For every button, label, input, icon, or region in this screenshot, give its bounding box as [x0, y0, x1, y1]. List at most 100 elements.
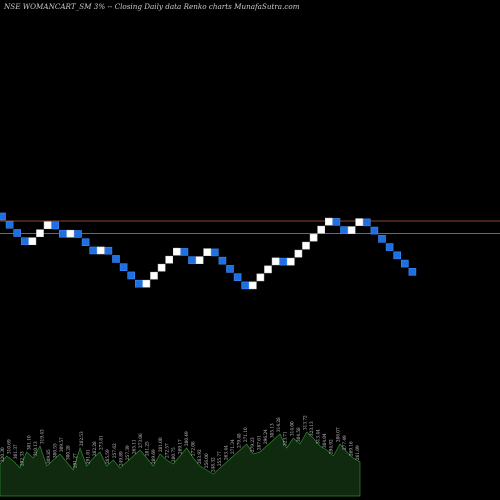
brick-down	[89, 246, 97, 255]
volume-label: 279.48	[237, 433, 242, 448]
volume-label: 265.11	[131, 439, 136, 454]
brick-up	[302, 241, 310, 250]
volume-label: 286.07	[335, 427, 340, 442]
volume-label: 273.81	[99, 435, 104, 450]
brick-down	[20, 237, 29, 246]
brick-up	[355, 218, 364, 226]
brick-down	[233, 273, 242, 281]
renko-bricks	[0, 212, 417, 290]
brick-down	[180, 248, 189, 256]
brick-down	[104, 246, 113, 255]
brick-down	[279, 257, 288, 266]
volume-label: 309.85	[46, 449, 51, 464]
brick-down	[340, 226, 348, 234]
volume-label: 313.44	[316, 429, 321, 444]
volume-label: 304.04	[322, 433, 327, 448]
brick-up	[294, 249, 303, 258]
brick-up	[28, 237, 37, 246]
brick-down	[393, 251, 402, 260]
volume-label: 257.39	[125, 445, 130, 460]
brick-down	[112, 255, 120, 263]
brick-up	[142, 279, 151, 288]
volume-label: 294.92	[329, 439, 334, 454]
brick-down	[127, 271, 135, 280]
volume-label: 291.01	[85, 449, 90, 464]
brick-up	[324, 217, 333, 226]
brick-down	[81, 238, 90, 247]
volume-label: 301.10	[26, 435, 31, 450]
volume-label: 280.49	[184, 431, 189, 446]
brick-up	[173, 247, 181, 256]
brick-up	[203, 248, 211, 256]
volume-label: 280.75	[171, 447, 176, 462]
brick-down	[0, 212, 6, 221]
volume-label: 287.61	[256, 435, 261, 450]
volume-label: 248.32	[210, 457, 215, 472]
volume-label: 289.69	[151, 449, 156, 464]
volume-label: 289.17	[178, 439, 183, 454]
volume-label: 300.55	[53, 443, 58, 458]
brick-down	[218, 256, 227, 265]
brick-up	[264, 265, 272, 274]
brick-up	[286, 257, 295, 266]
brick-down	[226, 265, 234, 273]
volume-label: 255.77	[217, 451, 222, 466]
volume-label: 263.44	[224, 445, 229, 460]
volume-label: 272.57	[164, 443, 169, 458]
volume-label: 320.30	[0, 447, 5, 462]
brick-up	[271, 257, 280, 266]
volume-label: 271.10	[243, 427, 248, 442]
volume-label: 304.58	[296, 427, 301, 442]
volume-label: 301.37	[13, 444, 18, 459]
brick-down	[119, 263, 128, 271]
volume-label: 256.00	[204, 453, 209, 468]
chart-title: NSE WOMANCART_SM 3% -- Closing Daily dat…	[3, 2, 300, 11]
volume-label: 310.13	[33, 441, 38, 456]
volume-label: 313.72	[302, 415, 307, 430]
brick-up	[43, 221, 52, 230]
volume-label: 300.28	[66, 445, 71, 460]
volume-label: 279.23	[250, 437, 255, 452]
brick-down	[378, 235, 386, 243]
volume-label: 269.16	[348, 441, 353, 456]
brick-up	[165, 255, 173, 264]
volume-label: 271.34	[230, 439, 235, 454]
brick-up	[195, 256, 204, 264]
brick-up	[157, 263, 166, 272]
volume-label: 309.57	[59, 437, 64, 452]
volume-label: 314.28	[276, 417, 281, 432]
brick-down	[58, 229, 67, 238]
volume-label: 305.13	[270, 423, 275, 438]
volume-label: 323.13	[309, 421, 314, 436]
volume-label: 281.25	[145, 441, 150, 456]
volume-label: 314.00	[289, 421, 294, 436]
brick-down	[135, 279, 143, 288]
volume-label: 257.62	[112, 443, 117, 458]
volume-label: 282.53	[79, 431, 84, 446]
volume-area	[0, 431, 361, 497]
volume-label: 291.27	[72, 453, 77, 468]
volume-label: 249.89	[118, 451, 123, 466]
brick-up	[66, 229, 75, 238]
brick-down	[408, 268, 417, 276]
volume-label: 296.24	[263, 429, 268, 444]
brick-down	[370, 226, 379, 235]
brick-down	[188, 256, 196, 264]
brick-up	[347, 226, 356, 234]
volume-label: 265.59	[105, 449, 110, 464]
volume-label: 323.71	[283, 431, 288, 446]
volume-label: 292.33	[20, 451, 25, 466]
reference-lines	[0, 220, 500, 234]
brick-up	[309, 233, 318, 242]
brick-up	[97, 246, 105, 255]
volume-label: 273.06	[138, 433, 143, 448]
volume-label: 263.92	[197, 449, 202, 464]
brick-up	[256, 273, 265, 282]
volume-label: 281.00	[158, 437, 163, 452]
brick-down	[332, 218, 341, 226]
brick-down	[5, 220, 14, 229]
brick-down	[74, 230, 82, 238]
volume-label: 310.69	[7, 439, 12, 454]
